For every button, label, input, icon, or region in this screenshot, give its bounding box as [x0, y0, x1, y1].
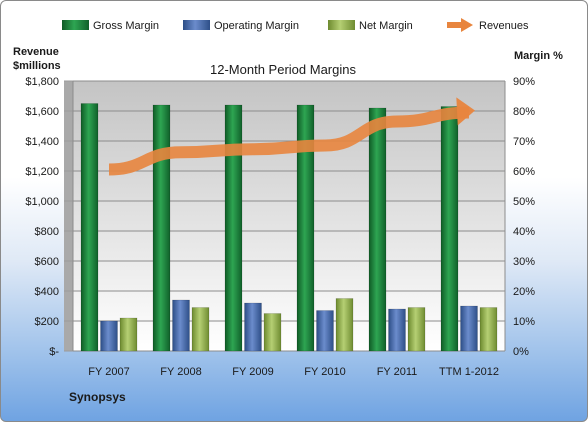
bar-net-margin	[119, 317, 138, 352]
legend-label-operating-margin: Operating Margin	[214, 20, 299, 32]
left-tick-label: $-	[49, 346, 59, 358]
legend-label-revenues: Revenues	[479, 20, 529, 32]
right-tick-label: 60%	[513, 166, 535, 178]
left-axis-label-line1: Revenue	[13, 46, 59, 58]
right-tick-label: 10%	[513, 316, 535, 328]
bar-net-margin	[191, 307, 210, 352]
bar-gross-margin	[296, 104, 315, 352]
right-axis-label: Margin %	[514, 50, 563, 62]
left-tick-label: $800	[35, 226, 59, 238]
bar-operating-margin	[172, 299, 190, 352]
x-tick-label: FY 2009	[232, 366, 273, 378]
bar-operating-margin	[244, 302, 262, 352]
bar-gross-margin	[80, 103, 99, 352]
right-tick-label: 90%	[513, 76, 535, 88]
plot-side-wall	[64, 81, 73, 351]
company-label: Synopsys	[69, 390, 126, 404]
bar-gross-margin	[440, 106, 459, 352]
legend-swatch-gross-margin	[62, 20, 89, 30]
bar-operating-margin	[316, 310, 334, 352]
right-tick-label: 0%	[513, 346, 529, 358]
chart-title: 12-Month Period Margins	[210, 62, 356, 77]
plot-area	[73, 81, 505, 351]
left-axis-label-line2: $millions	[13, 60, 61, 72]
x-tick-label: TTM 1-2012	[439, 366, 499, 378]
legend-label-net-margin: Net Margin	[359, 20, 413, 32]
bar-operating-margin	[460, 305, 478, 352]
x-tick-label: FY 2010	[304, 366, 345, 378]
legend: Gross Margin Operating Margin Net Margin…	[62, 18, 529, 32]
bar-net-margin	[335, 298, 354, 352]
left-tick-label: $200	[35, 316, 59, 328]
bar-net-margin	[407, 307, 426, 352]
left-tick-label: $1,200	[25, 166, 59, 178]
left-tick-label: $600	[35, 256, 59, 268]
left-tick-label: $1,400	[25, 136, 59, 148]
legend-swatch-revenues	[447, 18, 473, 32]
bar-gross-margin	[152, 104, 171, 352]
left-tick-label: $1,000	[25, 196, 59, 208]
legend-label-gross-margin: Gross Margin	[93, 20, 159, 32]
right-tick-label: 20%	[513, 286, 535, 298]
left-tick-label: $1,800	[25, 76, 59, 88]
revenues-line	[108, 106, 470, 176]
x-tick-label: FY 2011	[377, 366, 418, 378]
revenues-arrowhead	[456, 97, 475, 126]
right-tick-label: 50%	[513, 196, 535, 208]
bar-operating-margin	[100, 320, 118, 352]
x-tick-label: FY 2008	[160, 366, 201, 378]
left-tick-label: $1,600	[25, 106, 59, 118]
x-tick-label: FY 2007	[88, 366, 129, 378]
legend-swatch-operating-margin	[183, 20, 210, 30]
right-tick-label: 30%	[513, 256, 535, 268]
right-tick-label: 70%	[513, 136, 535, 148]
bar-net-margin	[263, 313, 282, 352]
bar-net-margin	[479, 307, 498, 352]
right-tick-label: 40%	[513, 226, 535, 238]
right-tick-label: 80%	[513, 106, 535, 118]
legend-swatch-net-margin	[328, 20, 355, 30]
bar-gross-margin	[368, 107, 387, 352]
left-tick-label: $400	[35, 286, 59, 298]
bar-gross-margin	[224, 104, 243, 352]
bar-operating-margin	[388, 308, 406, 352]
